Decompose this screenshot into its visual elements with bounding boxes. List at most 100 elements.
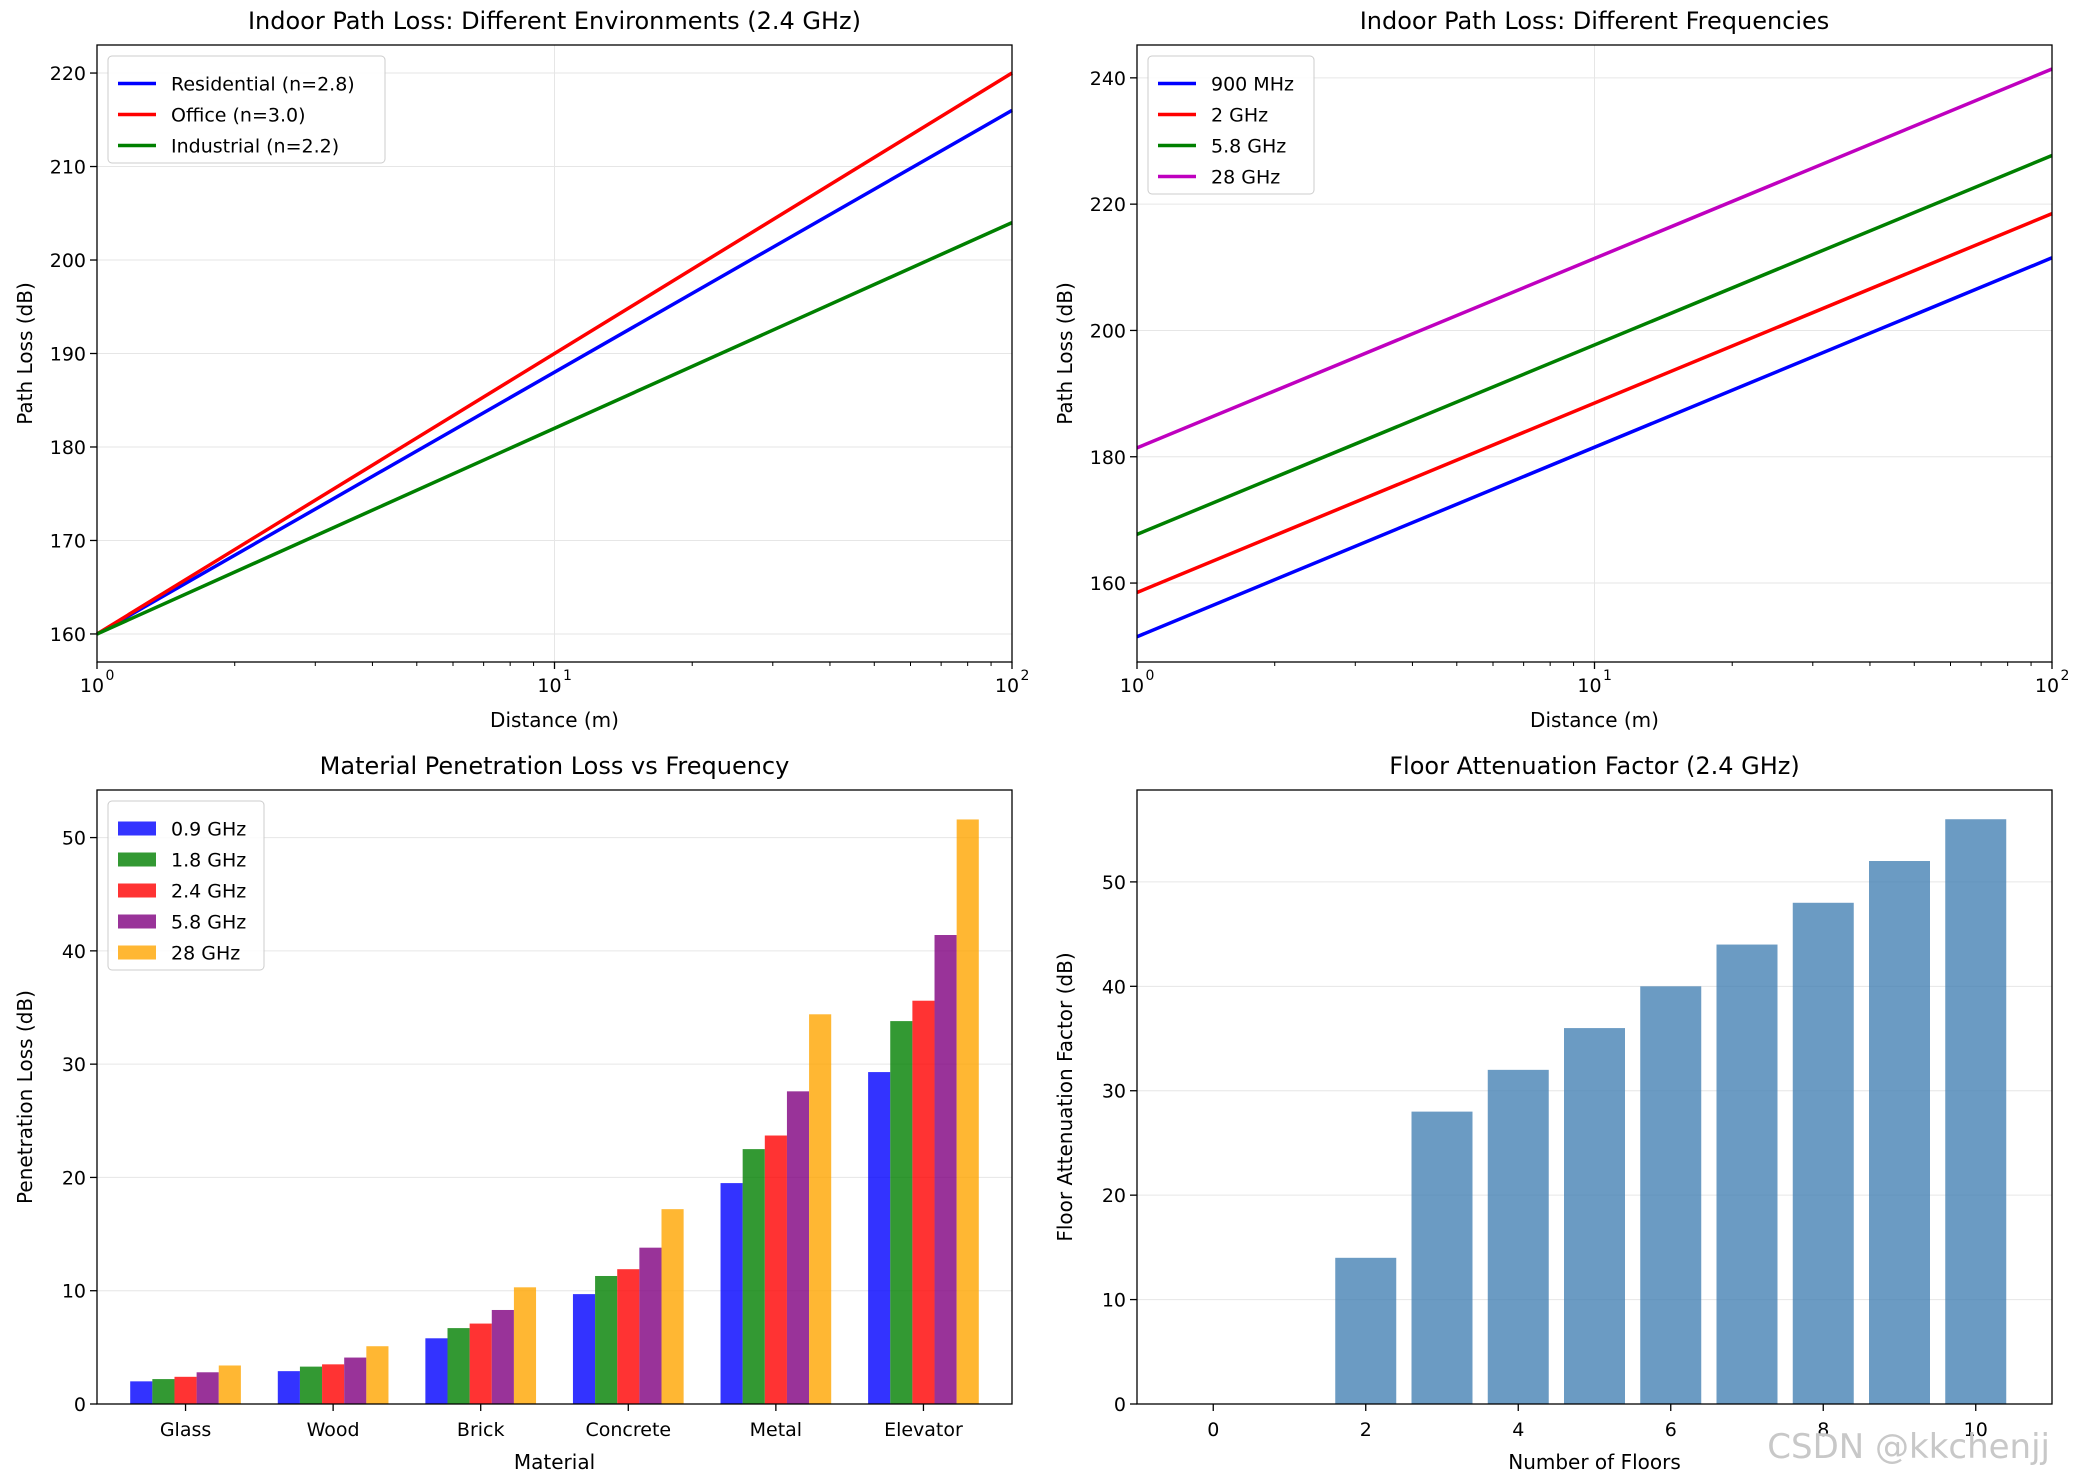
bar-4-4 — [809, 1014, 832, 1404]
y-tick-label: 170 — [50, 530, 86, 552]
legend-box — [1147, 55, 1315, 195]
bar-4-1 — [366, 1346, 389, 1404]
legend-label: Office (n=3.0) — [171, 105, 306, 127]
x-tick-label: 10 — [80, 675, 104, 697]
bar-10 — [1945, 819, 2007, 1404]
bar-3-2 — [491, 1309, 514, 1404]
y-tick-label: 200 — [50, 250, 86, 272]
bar-3-1 — [344, 1357, 367, 1404]
bar-0-1 — [277, 1371, 300, 1404]
y-tick-label: 10 — [1102, 1290, 1126, 1312]
legend-label: 0.9 GHz — [171, 819, 246, 841]
bar-1-2 — [447, 1328, 470, 1404]
x-tick-exponent: 1 — [563, 668, 572, 684]
y-tick-label: 30 — [62, 1054, 86, 1076]
y-tick-label: 180 — [50, 437, 86, 459]
x-axis-label: Distance (m) — [490, 708, 619, 732]
bar-3-3 — [639, 1247, 662, 1404]
legend-label: 900 MHz — [1211, 74, 1294, 96]
legend-swatch — [118, 821, 156, 836]
x-tick-label: 8 — [1817, 1419, 1829, 1441]
bar-0-5 — [868, 1072, 891, 1404]
bar-4-5 — [956, 819, 979, 1404]
series-line-1 — [1136, 211, 2053, 595]
x-tick-label: 10 — [537, 675, 561, 697]
axes-frame — [1136, 789, 2053, 1405]
axes-frame — [1136, 44, 2053, 663]
bar-4-3 — [661, 1209, 684, 1404]
bar-3 — [1411, 1111, 1473, 1404]
x-tick-label: 10 — [1120, 675, 1144, 697]
y-tick-label: 240 — [1090, 68, 1126, 90]
bar-0-0 — [130, 1381, 153, 1404]
x-tick-label: 2 — [1360, 1419, 1372, 1441]
bar-0-4 — [720, 1183, 743, 1404]
bar-4-2 — [513, 1287, 537, 1404]
axes-frame — [96, 44, 1013, 663]
y-axis-label: Path Loss (dB) — [13, 282, 37, 425]
chart-environments: Indoor Path Loss: Different Environments… — [13, 7, 1029, 732]
bar-5 — [1564, 1028, 1625, 1404]
x-tick-exponent: 1 — [1603, 668, 1612, 684]
legend-box — [107, 55, 386, 164]
y-tick-label: 220 — [1090, 194, 1126, 216]
bar-2-3 — [617, 1269, 640, 1404]
bar-1-5 — [890, 1021, 913, 1404]
bar-6 — [1640, 986, 1702, 1404]
axes-frame — [96, 789, 1013, 1405]
y-tick-label: 30 — [1102, 1081, 1126, 1103]
y-axis-label: Path Loss (dB) — [1053, 282, 1077, 425]
chart-floor-attenuation: Floor Attenuation Factor (2.4 GHz) Number… — [1053, 752, 2053, 1474]
chart-material-penetration: Material Penetration Loss vs Frequency Ma… — [13, 752, 1013, 1474]
series-line-0 — [96, 108, 1013, 636]
x-tick-label: Brick — [457, 1419, 505, 1441]
bar-9 — [1869, 861, 1930, 1404]
x-tick-label: 10 — [995, 675, 1019, 697]
x-tick-label: 10 — [1577, 675, 1601, 697]
bar-7 — [1716, 944, 1778, 1404]
bar-3-0 — [196, 1372, 219, 1404]
bar-3-4 — [786, 1091, 810, 1404]
bar-3-5 — [934, 935, 957, 1404]
y-tick-label: 50 — [1102, 872, 1126, 894]
legend-label: 2.4 GHz — [171, 881, 246, 903]
legend-label: 2 GHz — [1211, 105, 1268, 127]
bar-0-2 — [425, 1338, 448, 1404]
y-tick-label: 220 — [50, 63, 86, 85]
y-tick-label: 10 — [62, 1281, 86, 1303]
y-tick-label: 20 — [1102, 1185, 1126, 1207]
bar-1-0 — [152, 1379, 175, 1404]
chart-frequencies: Indoor Path Loss: Different Frequencies D… — [1053, 7, 2069, 732]
y-tick-label: 0 — [1114, 1394, 1126, 1416]
legend-swatch — [118, 914, 156, 929]
bar-2-0 — [174, 1376, 197, 1404]
y-tick-label: 160 — [50, 624, 86, 646]
bar-2-4 — [764, 1135, 787, 1404]
y-tick-label: 210 — [50, 157, 86, 179]
y-tick-label: 20 — [62, 1167, 86, 1189]
bar-0-3 — [572, 1294, 596, 1404]
bar-2-2 — [469, 1323, 492, 1404]
bar-1-1 — [299, 1366, 323, 1404]
x-tick-label: 0 — [1207, 1419, 1219, 1441]
y-tick-label: 180 — [1090, 447, 1126, 469]
y-tick-label: 50 — [62, 828, 86, 850]
x-tick-label: Wood — [307, 1419, 360, 1441]
bar-2-1 — [322, 1364, 345, 1404]
x-tick-label: Glass — [160, 1419, 211, 1441]
watermark: CSDN @kkchenjj — [1767, 1427, 2050, 1467]
chart-title: Indoor Path Loss: Different Environments… — [248, 7, 861, 35]
x-tick-label: 4 — [1512, 1419, 1524, 1441]
x-tick-exponent: 0 — [1146, 668, 1155, 684]
x-tick-label: 10 — [2035, 675, 2059, 697]
bar-4-0 — [218, 1365, 241, 1404]
legend-swatch — [118, 852, 156, 867]
legend-label: 5.8 GHz — [171, 912, 246, 934]
legend-label: 1.8 GHz — [171, 850, 246, 872]
y-axis-label: Penetration Loss (dB) — [13, 990, 37, 1204]
x-tick-exponent: 0 — [106, 668, 115, 684]
y-tick-label: 40 — [1102, 976, 1126, 998]
legend-label: Residential (n=2.8) — [171, 74, 355, 96]
y-tick-label: 40 — [62, 941, 86, 963]
